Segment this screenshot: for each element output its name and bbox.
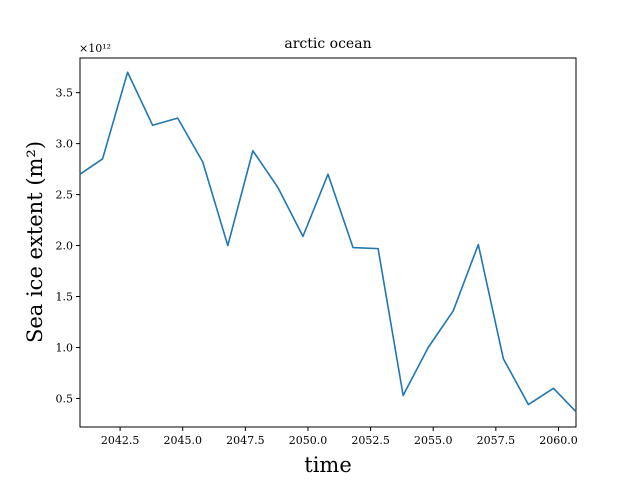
- series-layer: [79, 71, 577, 413]
- y-axis: 0.5 1.0 1.5 2.0 2.5 3.0 3.5: [56, 87, 80, 405]
- y-tick-label: 2.5: [56, 189, 74, 202]
- y-tick-label: 3.5: [56, 87, 74, 100]
- x-tick-label: 2055.0: [414, 434, 453, 447]
- y-tick-label: 1.5: [56, 291, 74, 304]
- y-tick-label: 3.0: [56, 138, 74, 151]
- x-tick-label: 2047.5: [226, 434, 265, 447]
- plot-area: [79, 57, 577, 428]
- x-tick-label: 2042.5: [101, 434, 140, 447]
- x-tick-label: 2052.5: [351, 434, 390, 447]
- y-tick-label: 2.0: [56, 240, 74, 253]
- y-tick-label: 0.5: [56, 392, 74, 405]
- x-axis-label: time: [304, 453, 352, 477]
- chart-title: arctic ocean: [284, 36, 371, 52]
- x-tick-label: 2057.5: [477, 434, 516, 447]
- x-axis: 2042.5 2045.0 2047.5 2050.0 2052.5 2055.0 2057…: [101, 427, 578, 447]
- y-offset-label: ×10¹²: [79, 42, 111, 55]
- x-tick-label: 2050.0: [289, 434, 328, 447]
- x-tick-label: 2045.0: [163, 434, 202, 447]
- y-tick-label: 1.0: [56, 341, 74, 354]
- series-line: [79, 71, 577, 413]
- y-axis-label: Sea ice extent (m²): [23, 141, 47, 343]
- x-tick-label: 2060.0: [539, 434, 578, 447]
